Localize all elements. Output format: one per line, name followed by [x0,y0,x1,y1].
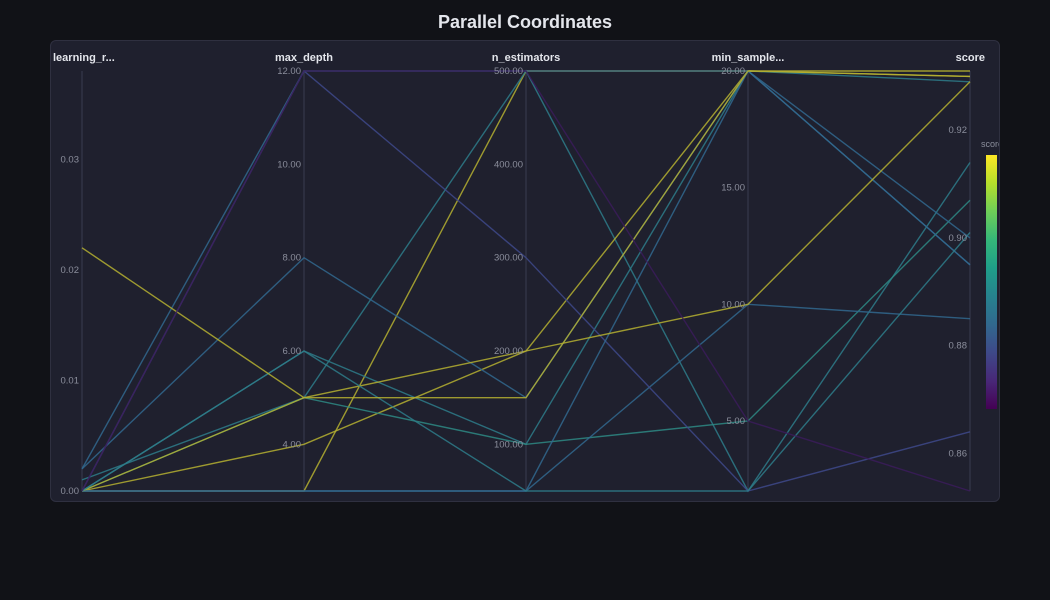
tick-label: 400.00 [494,159,523,170]
tick-label: 5.00 [727,416,746,427]
parallel-coordinates-chart[interactable]: 0.00 0.01 0.02 0.03 4.00 6.00 8.00 10.00 12.00 10… [51,41,999,501]
axis-name: score [956,52,985,64]
tick-label: 15.00 [721,183,745,194]
chart-panel: 0.00 0.01 0.02 0.03 4.00 6.00 8.00 10.00 12.00 10… [50,40,1000,502]
tick-label: 12.00 [277,66,301,77]
tick-label: 300.00 [494,253,523,264]
tick-label: 20.00 [721,66,745,77]
tick-label: 0.88 [949,341,968,352]
tick-label: 200.00 [494,346,523,357]
tick-label: 0.01 [61,375,80,386]
tick-label: 0.86 [949,448,968,459]
axis-name: n_estimators [492,52,560,64]
tick-label: 100.00 [494,439,523,450]
tick-label: 4.00 [283,439,302,450]
tick-label: 0.00 [61,486,80,497]
axis-name: min_sample... [712,52,785,64]
axis-name: max_depth [275,52,333,64]
tick-label: 8.00 [283,253,302,264]
tick-label: 0.90 [949,233,968,244]
tick-label: 6.00 [283,346,302,357]
tick-label: 0.02 [61,265,80,276]
colorbar-title: score [981,139,999,149]
tick-label: 0.92 [949,125,968,136]
tick-label: 10.00 [721,299,745,310]
chart-title: Parallel Coordinates [0,12,1050,33]
tick-label: 0.03 [61,154,80,165]
colorbar [986,155,997,409]
tick-label: 500.00 [494,66,523,77]
axis-name: learning_r... [53,52,115,64]
tick-label: 10.00 [277,159,301,170]
